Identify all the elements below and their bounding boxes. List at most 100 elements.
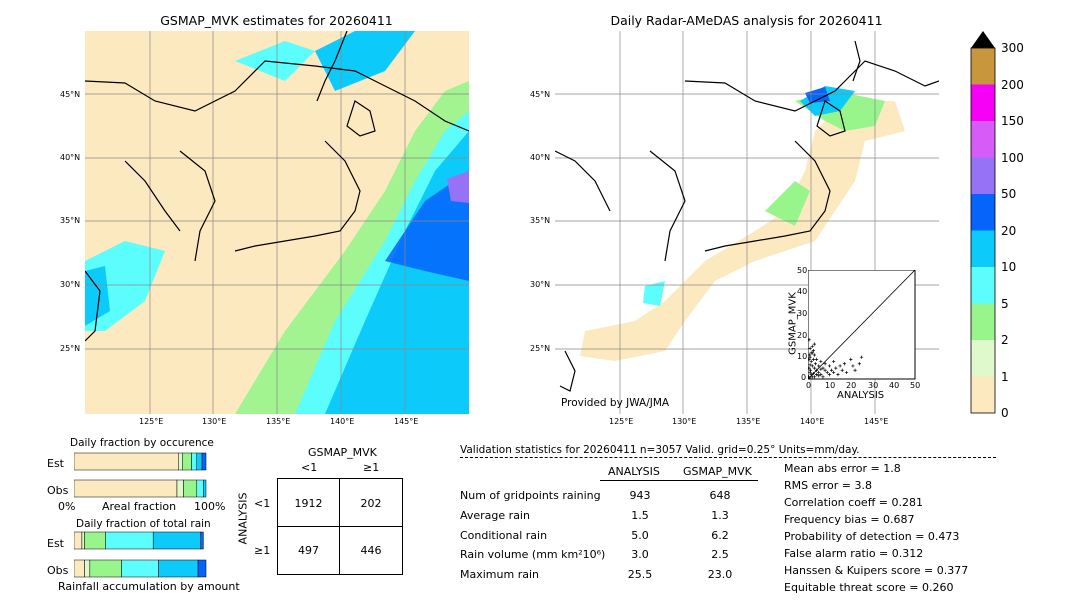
left-rain-purple — [447, 171, 469, 203]
scatter-point — [819, 359, 823, 364]
scatter-point — [849, 357, 853, 361]
right-lat-45: 45°N — [530, 90, 551, 99]
colorbar-segment — [971, 230, 995, 267]
scatter-point — [851, 364, 855, 368]
left-rain-sw2 — [85, 266, 110, 326]
fraction-segment — [105, 531, 154, 550]
left-map-grid — [85, 31, 469, 414]
cell-fn: 497 — [298, 544, 319, 557]
fraction-segment — [81, 531, 85, 550]
scatter-point — [827, 373, 831, 377]
score-corr: Correlation coeff = 0.281 — [784, 496, 923, 509]
scatter-xtick-0: 0 — [806, 381, 812, 390]
stat-analysis-max: 25.5 — [627, 568, 653, 581]
scatter-xtick-20: 20 — [846, 381, 857, 390]
score-freq-bias: Frequency bias = 0.687 — [784, 513, 915, 526]
scatter-ytick-20: 20 — [797, 331, 808, 340]
scatter-xlabel: ANALYSIS — [837, 390, 885, 401]
stat-gsmap-volume: 2.5 — [711, 548, 729, 561]
fraction-segment — [74, 479, 178, 498]
occurrence-bars — [74, 452, 207, 498]
cell-fp: 202 — [360, 497, 382, 510]
fraction-segment — [196, 452, 203, 471]
right-map-credit: Provided by JWA/JMA — [561, 397, 670, 409]
scatter-point — [834, 366, 838, 370]
colorbar-segment — [971, 121, 995, 158]
scatter-point — [808, 370, 812, 375]
colorbar-tick-label: 20 — [1001, 223, 1017, 238]
scatter-point — [808, 357, 811, 361]
score-hk: Hanssen & Kuipers score = 0.377 — [784, 564, 969, 577]
stat-analysis-gridpoints: 943 — [629, 489, 651, 502]
occ-est-label: Est — [47, 457, 64, 470]
scatter-xtick-40: 40 — [889, 381, 900, 390]
contingency-row-ge: ≥1 — [254, 544, 271, 557]
colorbar-tick-label: 5 — [1001, 296, 1009, 311]
stat-analysis-avg: 1.5 — [631, 509, 649, 522]
contingency-row-lt: <1 — [254, 497, 271, 510]
left-lon-145: 145°E — [394, 417, 419, 426]
stat-gsmap-max: 23.0 — [707, 568, 733, 581]
fraction-segment — [74, 531, 83, 550]
left-lon-125: 125°E — [139, 417, 164, 426]
scatter-ytick-0: 0 — [801, 373, 807, 382]
scatter-ytick-40: 40 — [797, 287, 808, 296]
scatter-xtick-10: 10 — [825, 381, 836, 390]
fraction-segment — [158, 559, 199, 578]
scatter-point — [814, 357, 819, 361]
scatter-point — [812, 353, 817, 357]
scatter-point — [821, 366, 825, 370]
scatter-point — [823, 368, 827, 372]
left-map — [85, 31, 469, 414]
colorbar-segment — [971, 157, 995, 194]
scatter-point — [809, 351, 813, 355]
stat-label-avg: Average rain — [460, 509, 530, 522]
left-rain-north — [315, 31, 415, 91]
scatter-point — [808, 368, 813, 372]
right-lon-130: 130°E — [672, 417, 697, 426]
scatter-points — [808, 338, 864, 380]
right-lat-30: 30°N — [530, 280, 551, 289]
occ-axis-mid: Areal fraction — [102, 500, 177, 513]
colorbar-tick-label: 100 — [1001, 150, 1024, 165]
scatter-point — [811, 371, 815, 376]
left-lat-30: 30°N — [60, 280, 81, 289]
rainfall-accum-label: Rainfall accumulation by amount — [58, 580, 240, 593]
scatter-point — [832, 370, 836, 375]
right-coverage — [580, 101, 905, 361]
stat-gsmap-gridpoints: 648 — [709, 489, 731, 502]
tot-obs-label: Obs — [47, 564, 69, 577]
colorbar-segment — [971, 194, 995, 231]
occ-obs-label: Obs — [47, 484, 69, 497]
score-far: False alarm ratio = 0.312 — [784, 547, 924, 560]
fraction-segment — [84, 531, 106, 550]
scatter-point — [813, 362, 818, 366]
scatter-point — [819, 367, 823, 371]
total-rain-title: Daily fraction of total rain — [76, 518, 211, 530]
colorbar-segment — [971, 267, 995, 304]
scatter-point — [842, 362, 846, 366]
fraction-segment — [203, 479, 207, 498]
col-analysis-header: ANALYSIS — [608, 465, 660, 478]
fraction-segment — [201, 452, 207, 471]
stat-gsmap-cond: 6.2 — [711, 529, 729, 542]
scatter-point — [808, 376, 812, 380]
scatter-point — [836, 373, 840, 377]
stat-label-max: Maximum rain — [460, 568, 539, 581]
right-lon-125: 125°E — [609, 417, 634, 426]
validation-divider — [460, 457, 996, 458]
tot-est-label: Est — [47, 537, 64, 550]
scatter-xtick-50: 50 — [910, 381, 921, 390]
fraction-segment — [176, 479, 184, 498]
scatter-point — [808, 363, 812, 367]
fraction-segment — [152, 531, 201, 550]
fraction-segment — [196, 479, 204, 498]
stat-analysis-cond: 5.0 — [631, 529, 649, 542]
score-pod: Probability of detection = 0.473 — [784, 530, 960, 543]
scatter-point — [812, 366, 817, 370]
scatter-point — [809, 373, 813, 377]
scatter-point — [821, 375, 825, 379]
scatter-point — [808, 366, 811, 370]
fraction-segment — [181, 452, 192, 471]
scatter-point — [808, 353, 812, 357]
